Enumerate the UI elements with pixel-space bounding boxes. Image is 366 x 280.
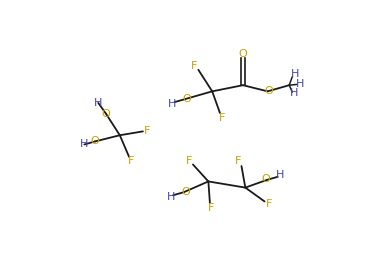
Text: H: H <box>290 69 299 80</box>
Text: F: F <box>208 203 214 213</box>
Text: O: O <box>264 86 273 95</box>
Text: F: F <box>127 157 134 166</box>
Text: H: H <box>167 192 175 202</box>
Text: H: H <box>94 98 102 108</box>
Text: O: O <box>102 109 110 119</box>
Text: F: F <box>219 113 225 123</box>
Text: H: H <box>80 139 89 150</box>
Text: H: H <box>168 99 176 109</box>
Text: O: O <box>262 174 270 184</box>
Text: H: H <box>276 170 284 180</box>
Text: O: O <box>239 49 247 59</box>
Text: H: H <box>290 88 298 98</box>
Text: H: H <box>296 79 304 89</box>
Text: O: O <box>181 187 190 197</box>
Text: O: O <box>91 136 100 146</box>
Text: F: F <box>266 199 272 209</box>
Text: F: F <box>235 157 242 166</box>
Text: O: O <box>182 94 191 104</box>
Text: F: F <box>143 126 150 136</box>
Text: F: F <box>186 156 192 166</box>
Text: F: F <box>191 61 198 71</box>
